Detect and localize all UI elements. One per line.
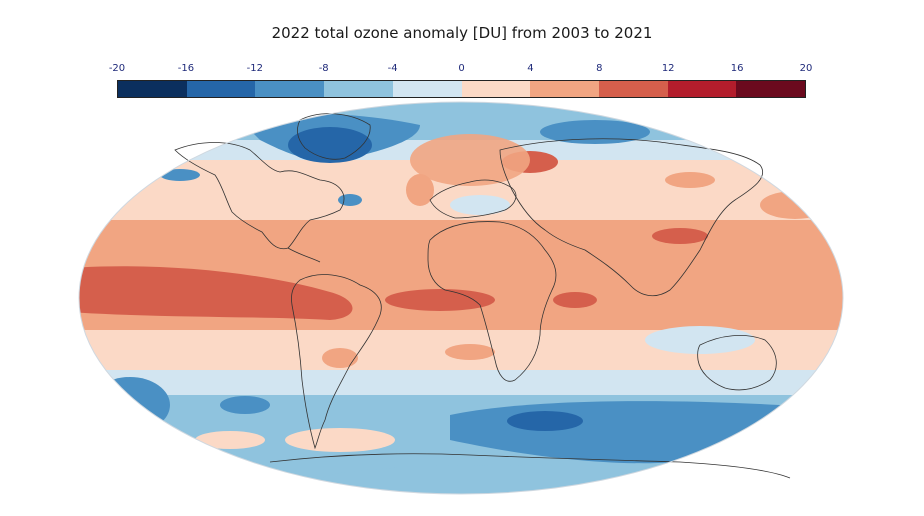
colorbar-tick: -20 <box>108 63 126 74</box>
antarctica-coast <box>269 453 791 479</box>
colorbar-segment <box>392 81 462 97</box>
field-patch <box>406 174 434 206</box>
colorbar-tick: -16 <box>177 63 195 74</box>
field-patch <box>79 266 353 320</box>
field-patch <box>410 134 530 186</box>
asia-coast <box>499 138 763 297</box>
coastlines <box>174 113 791 479</box>
colorbar-tick: -12 <box>246 63 263 74</box>
field-patch <box>450 195 510 215</box>
field-patch <box>338 194 362 206</box>
africa-coast <box>427 221 557 382</box>
colorbar-tick: 20 <box>799 63 813 74</box>
field-patch <box>160 169 200 181</box>
colorbar-segment <box>530 81 599 97</box>
field-patch <box>195 431 265 449</box>
field-patch <box>385 289 495 311</box>
colorbar-tick: 0 <box>458 63 465 74</box>
field-band <box>79 102 843 140</box>
greenland-coast <box>297 113 371 160</box>
field-patch <box>540 120 650 144</box>
colorbar-segment <box>118 81 187 97</box>
colorbar-tick: -8 <box>318 63 329 74</box>
australia-coast <box>697 335 777 391</box>
field-patch <box>665 172 715 188</box>
colorbar-segment <box>461 81 531 97</box>
central-america-coast <box>287 247 321 263</box>
south-america-coast <box>291 274 382 450</box>
europe-coast <box>429 179 517 219</box>
field-patch <box>652 228 708 244</box>
field-patch <box>553 292 597 308</box>
field-patch <box>507 411 583 431</box>
colorbar-tick: 16 <box>730 63 744 74</box>
field-patch <box>288 127 372 163</box>
field-patch <box>445 344 495 360</box>
anomaly-field <box>79 102 843 494</box>
colorbar-tick: 12 <box>661 63 675 74</box>
colorbar-segment <box>255 81 325 97</box>
north-america-coast <box>174 142 345 250</box>
colorbar-tick-labels: -20 -16 -12 -8 -4 0 4 8 12 16 20 <box>109 63 813 77</box>
colorbar-segment <box>598 81 668 97</box>
colorbar-tick: -4 <box>387 63 398 74</box>
colorbar-segment <box>186 81 256 97</box>
field-patch <box>220 396 270 414</box>
globe-outline <box>78 101 844 495</box>
colorbar-tick: 4 <box>527 63 534 74</box>
field-patch <box>645 326 755 354</box>
field-patch <box>320 465 680 494</box>
colorbar-segment <box>736 81 806 97</box>
field-patch <box>760 191 830 219</box>
field-patch <box>322 348 358 368</box>
colorbar-tick: 8 <box>596 63 603 74</box>
field-patch <box>285 428 395 452</box>
field-patch <box>90 377 170 433</box>
colorbar-segment <box>324 81 393 97</box>
colorbar <box>117 80 806 98</box>
chart-title: 2022 total ozone anomaly [DU] from 2003 … <box>271 24 653 42</box>
colorbar-segment <box>667 81 737 97</box>
